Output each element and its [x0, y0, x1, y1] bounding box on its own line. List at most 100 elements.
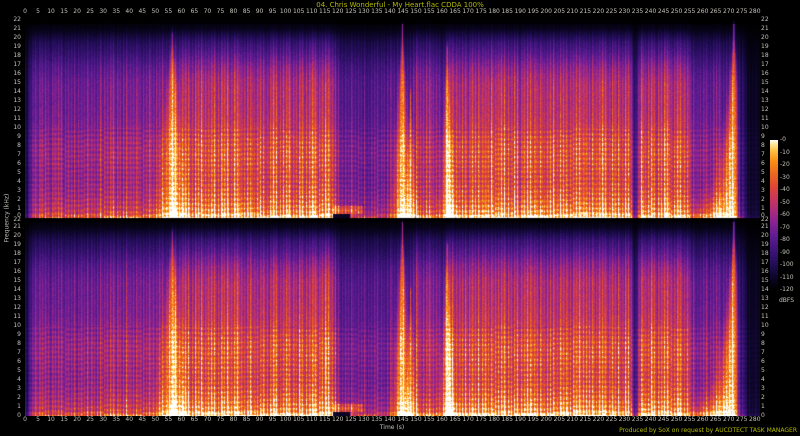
time-tick-label: 50 — [151, 416, 160, 423]
time-tick-label: 135 — [371, 8, 383, 15]
freq-tick-label: 12 — [761, 106, 769, 113]
time-tick-label: 15 — [60, 416, 68, 423]
freq-tick-label: 18 — [13, 52, 21, 59]
freq-tick-label: 10 — [13, 124, 21, 131]
db-tick-label: -50 — [780, 198, 790, 206]
time-tick-label: 70 — [203, 8, 212, 15]
time-tick-label: 0 — [23, 416, 27, 423]
time-tick-label: 115 — [319, 416, 331, 423]
time-tick-label: 20 — [73, 8, 81, 15]
time-tick-label: 265 — [709, 416, 722, 423]
time-tick-label: 125 — [345, 8, 357, 15]
freq-tick-label: 22 — [761, 16, 769, 23]
time-tick-label: 95 — [268, 416, 277, 423]
freq-tick-label: 5 — [17, 367, 21, 374]
time-tick-label: 20 — [73, 416, 81, 423]
freq-tick-label: 12 — [13, 304, 21, 311]
freq-tick-label: 8 — [761, 340, 765, 347]
time-tick-label: 80 — [229, 8, 238, 15]
freq-tick-label: 16 — [761, 268, 769, 275]
freq-tick-label: 15 — [761, 277, 769, 284]
time-tick-label: 35 — [112, 416, 121, 423]
freq-tick-label: 4 — [17, 376, 21, 383]
time-tick-label: 65 — [190, 8, 199, 15]
freq-tick-label: 7 — [761, 151, 765, 158]
time-tick-label: 185 — [501, 8, 513, 15]
time-tick-label: 45 — [138, 416, 147, 423]
time-tick-label: 90 — [255, 416, 264, 423]
freq-tick-label: 0 — [17, 412, 21, 419]
time-tick-label: 165 — [449, 8, 461, 15]
freq-tick-label: 17 — [761, 259, 769, 266]
freq-tick-label: 13 — [761, 295, 769, 302]
time-tick-label: 95 — [268, 8, 277, 15]
time-tick-label: 250 — [670, 416, 683, 423]
time-tick-label: 245 — [657, 8, 670, 15]
freq-tick-label: 19 — [13, 43, 21, 50]
freq-tick-label: 20 — [761, 232, 769, 239]
freq-tick-label: 9 — [17, 331, 21, 338]
time-tick-label: 215 — [579, 416, 592, 423]
spectrogram-canvas — [25, 20, 760, 416]
freq-tick-label: 2 — [17, 196, 21, 203]
time-tick-label: 170 — [462, 416, 474, 423]
time-tick-label: 60 — [177, 8, 186, 15]
freq-tick-label: 7 — [761, 349, 765, 356]
time-tick-label: 150 — [410, 8, 422, 15]
time-tick-label: 220 — [592, 8, 605, 15]
freq-tick-label: 20 — [761, 34, 769, 41]
time-tick-label: 25 — [86, 8, 94, 15]
db-tick-label: -80 — [780, 236, 790, 243]
freq-tick-label: 8 — [17, 142, 21, 149]
time-tick-label: 205 — [553, 416, 566, 423]
freq-tick-label: 20 — [13, 34, 21, 41]
time-tick-label: 100 — [279, 416, 292, 423]
freq-tick-label: 0 — [761, 212, 765, 219]
time-tick-label: 110 — [305, 8, 318, 15]
time-tick-label: 280 — [749, 416, 761, 423]
freq-tick-label: 11 — [761, 115, 769, 122]
freq-tick-label: 21 — [761, 25, 769, 32]
time-tick-label: 65 — [190, 416, 199, 423]
freq-tick-label: 7 — [17, 349, 21, 356]
db-tick-label: -0 — [780, 136, 786, 143]
time-tick-label: 205 — [553, 8, 566, 15]
freq-tick-label: 3 — [17, 385, 21, 392]
time-tick-label: 200 — [540, 416, 552, 423]
freq-tick-label: 13 — [13, 295, 21, 302]
time-tick-label: 115 — [319, 8, 331, 15]
freq-tick-label: 15 — [13, 277, 21, 284]
freq-tick-label: 4 — [761, 178, 765, 185]
db-tick-label: -20 — [780, 161, 790, 168]
time-tick-label: 140 — [384, 416, 396, 423]
freq-tick-label: 19 — [761, 241, 769, 248]
time-tick-label: 0 — [23, 8, 27, 15]
freq-tick-label: 6 — [17, 358, 21, 365]
time-tick-label: 40 — [125, 416, 134, 423]
freq-tick-label: 10 — [761, 124, 769, 131]
time-tick-label: 225 — [605, 8, 618, 15]
time-tick-label: 50 — [151, 8, 160, 15]
time-tick-label: 175 — [475, 416, 487, 423]
time-tick-label: 155 — [423, 416, 435, 423]
time-tick-label: 100 — [279, 8, 292, 15]
freq-tick-label: 3 — [761, 385, 765, 392]
freq-tick-label: 3 — [17, 187, 21, 194]
freq-tick-label: 15 — [13, 79, 21, 86]
freq-tick-label: 9 — [17, 133, 21, 140]
freq-tick-label: 22 — [13, 16, 21, 23]
freq-tick-label: 19 — [761, 43, 769, 50]
freq-tick-label: 20 — [13, 232, 21, 239]
freq-tick-label: 2 — [761, 196, 765, 203]
time-tick-label: 235 — [631, 416, 644, 423]
db-tick-label: -30 — [780, 173, 790, 181]
freq-tick-label: 1 — [17, 403, 21, 410]
db-tick-label: -60 — [780, 211, 790, 218]
freq-tick-label: 2 — [17, 394, 21, 401]
time-tick-label: 25 — [86, 416, 94, 423]
time-tick-label: 185 — [501, 416, 513, 423]
freq-tick-label: 11 — [13, 313, 21, 320]
freq-tick-label: 14 — [13, 88, 21, 95]
freq-tick-label: 17 — [13, 61, 21, 68]
time-tick-label: 15 — [60, 8, 68, 15]
